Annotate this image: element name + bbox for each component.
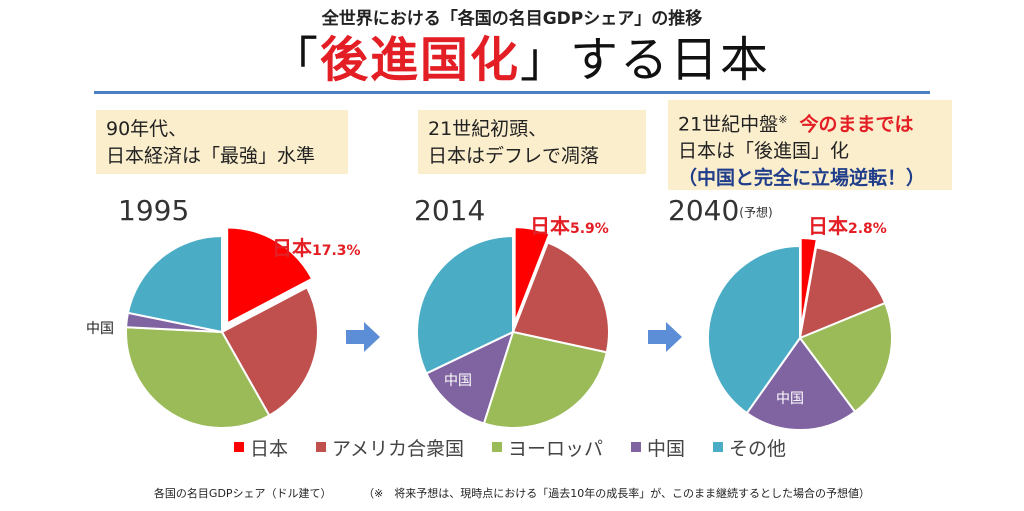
footer-left: 各国の名目GDPシェア（ドル建て） — [153, 487, 332, 500]
japan-label-2014-text: 日本 — [530, 214, 570, 238]
pie-slice-usa-2040 — [798, 246, 887, 340]
arrow-right-icon — [346, 322, 380, 352]
pie-slice-china-2040 — [745, 336, 857, 431]
note-2040-mark: ※ — [778, 113, 788, 126]
footer-right: （※ 将来予想は、現時点における「過去10年の成長率」が、このまま継続するとした… — [363, 487, 871, 500]
note-2014-line1: 21世紀初頭、 — [428, 118, 548, 140]
note-1995: 90年代、 日本経済は「最強」水準 — [96, 110, 348, 174]
note-2014: 21世紀初頭、 日本はデフレで凋落 — [418, 110, 646, 174]
japan-label-2040: 日本2.8% — [808, 210, 887, 239]
note-2040-line1-a: 21世紀中盤 — [678, 113, 779, 136]
year-1995-text: 1995 — [118, 194, 190, 227]
pie-chart-2014 — [416, 226, 610, 429]
legend-swatch-japan — [233, 442, 244, 452]
arrow-right-icon — [648, 322, 682, 352]
pie-slice-europe-2014 — [482, 330, 609, 429]
note-1995-line1: 90年代、 — [106, 118, 188, 140]
legend-swatch-china — [631, 442, 642, 452]
pie-chart-1995 — [125, 226, 319, 429]
title-bracket-open: 「 — [269, 32, 320, 88]
legend-item-japan: 日本 — [233, 434, 288, 460]
note-1995-line2: 日本経済は「最強」水準 — [106, 145, 316, 167]
japan-label-2040-text: 日本 — [808, 214, 848, 238]
japan-label-1995-text: 日本 — [272, 236, 312, 260]
title-rest: 」する日本 — [520, 32, 771, 88]
japan-pct-2040: 2.8% — [848, 221, 887, 237]
pie-slice-usa-2014 — [511, 241, 610, 354]
legend-swatch-other — [713, 442, 724, 452]
legend-item-europe: ヨーロッパ — [492, 434, 603, 460]
china-label-2040: 中国 — [776, 391, 804, 407]
note-2040: 21世紀中盤※ 今のままでは 日本は「後進国」化 （中国と完全に立場逆転！） — [668, 100, 952, 190]
title-accent: 後進国化 — [319, 32, 520, 88]
pie-slice-other-1995 — [126, 234, 223, 334]
year-2014-text: 2014 — [414, 194, 486, 227]
legend-label-other: その他 — [729, 437, 787, 460]
pie-slice-japan-1995 — [226, 226, 314, 326]
year-label-1995: 1995 — [118, 194, 189, 227]
legend-item-other: その他 — [713, 434, 786, 460]
chart-legend: 日本 アメリカ合衆国 ヨーロッパ 中国 その他 — [230, 434, 790, 460]
pie-chart-2040 — [707, 237, 893, 431]
pie-slice-other-2040 — [707, 244, 801, 415]
chart-subtitle: 全世界における「各国の名目GDPシェア」の推移 — [321, 9, 703, 29]
pie-slice-usa-1995 — [220, 285, 319, 417]
legend-swatch-europe — [492, 442, 503, 452]
note-2040-line1: 21世紀中盤※ 今のままでは — [678, 106, 942, 138]
legend-label-china: 中国 — [647, 437, 686, 460]
legend-item-usa: アメリカ合衆国 — [315, 434, 465, 460]
pie-slice-europe-1995 — [125, 326, 271, 429]
legend-label-europe: ヨーロッパ — [508, 437, 604, 460]
legend-swatch-usa — [315, 442, 326, 452]
china-label-2014: 中国 — [444, 373, 472, 389]
japan-pct-2014: 5.9% — [570, 221, 609, 237]
note-2014-line2: 日本はデフレで凋落 — [428, 145, 600, 167]
pie-slice-china-2014 — [425, 330, 515, 425]
china-label-1995: 中国 — [86, 321, 114, 337]
japan-pct-1995: 17.3% — [312, 243, 361, 259]
pie-slice-europe-2040 — [798, 301, 893, 414]
chart-title: 「後進国化 」する日本 — [240, 26, 800, 88]
year-label-2014: 2014 — [414, 194, 485, 227]
pie-slice-other-2014 — [416, 234, 514, 375]
legend-item-china: 中国 — [631, 434, 685, 460]
pie-slice-japan-2014 — [513, 226, 551, 324]
note-2040-line3: （中国と完全に立場逆転！） — [678, 167, 926, 190]
japan-label-2014: 日本5.9% — [530, 210, 609, 239]
year-2040-text: 2040 — [668, 194, 740, 227]
year-label-2040: 2040(予想) — [668, 194, 773, 227]
legend-label-usa: アメリカ合衆国 — [331, 437, 465, 460]
title-underline — [94, 91, 930, 94]
footer: 各国の名目GDPシェア（ドル建て） （※ 将来予想は、現時点における「過去10年… — [0, 485, 1024, 501]
note-2040-line2: 日本は「後進国」化 — [678, 140, 850, 163]
note-2040-line1-red: 今のままでは — [799, 113, 914, 136]
legend-label-japan: 日本 — [249, 437, 288, 460]
japan-label-1995: 日本17.3% — [272, 232, 361, 261]
year-2040-note: (予想) — [739, 205, 773, 220]
